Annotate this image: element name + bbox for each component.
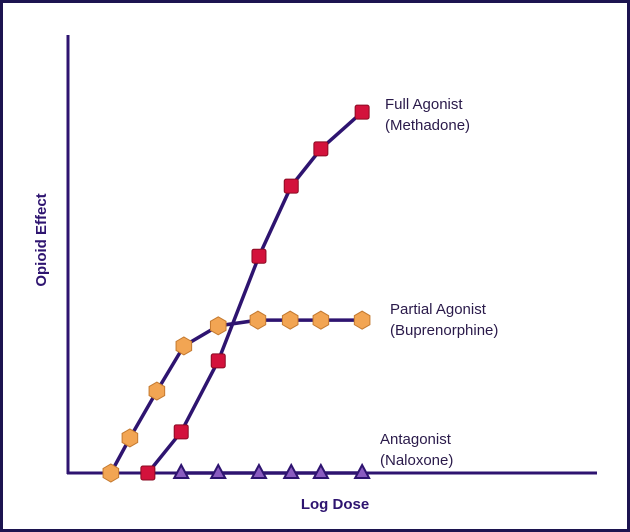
marker	[121, 428, 139, 448]
marker	[210, 353, 226, 369]
marker	[148, 381, 166, 401]
marker	[172, 462, 190, 479]
x-axis-label: Log Dose	[301, 496, 369, 513]
marker	[283, 178, 299, 194]
marker	[102, 463, 120, 483]
marker	[353, 462, 371, 479]
marker	[250, 462, 268, 479]
marker	[282, 462, 300, 479]
marker	[173, 424, 189, 440]
marker	[251, 248, 267, 264]
legend-sublabel: (Naloxone)	[380, 452, 453, 469]
marker	[312, 310, 330, 330]
marker	[249, 310, 267, 330]
marker	[353, 310, 371, 330]
legend-sublabel: (Methadone)	[385, 117, 470, 134]
legend-label: Partial Agonist	[390, 301, 487, 318]
marker	[312, 462, 330, 479]
y-axis-label: Opioid Effect	[33, 193, 50, 286]
marker	[209, 316, 227, 336]
marker	[281, 310, 299, 330]
legend-label: Antagonist	[380, 431, 452, 448]
legend-label: Full Agonist	[385, 96, 463, 113]
marker	[313, 141, 329, 157]
marker	[175, 336, 193, 356]
marker	[140, 465, 156, 481]
marker	[209, 462, 227, 479]
marker	[354, 104, 370, 120]
legend-sublabel: (Buprenorphine)	[390, 322, 498, 339]
